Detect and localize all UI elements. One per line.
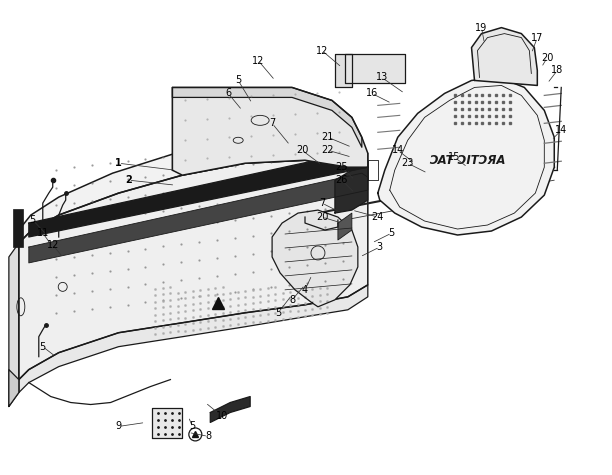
Text: 22: 22	[322, 145, 334, 155]
Text: 12: 12	[252, 56, 264, 66]
Text: 21: 21	[322, 133, 334, 142]
Polygon shape	[338, 213, 352, 240]
Text: 9: 9	[116, 421, 122, 431]
Text: 6: 6	[225, 88, 231, 98]
FancyBboxPatch shape	[13, 209, 23, 247]
Polygon shape	[9, 243, 19, 407]
Text: 5: 5	[389, 228, 395, 238]
Polygon shape	[152, 408, 182, 438]
Polygon shape	[471, 28, 537, 86]
Polygon shape	[335, 167, 368, 213]
Polygon shape	[378, 77, 554, 235]
Polygon shape	[29, 173, 368, 263]
Text: 23: 23	[401, 158, 414, 168]
Text: 7: 7	[269, 118, 275, 128]
Text: 5: 5	[29, 215, 36, 225]
Polygon shape	[9, 370, 19, 407]
Polygon shape	[29, 150, 368, 237]
Text: 8: 8	[289, 295, 295, 305]
Polygon shape	[211, 397, 250, 422]
Text: 8: 8	[205, 431, 211, 441]
Text: 1: 1	[115, 158, 122, 168]
Text: 18: 18	[551, 66, 564, 76]
Text: 2: 2	[125, 175, 132, 185]
Polygon shape	[173, 87, 362, 147]
Text: 19: 19	[476, 23, 488, 33]
Text: 5: 5	[275, 308, 281, 318]
Polygon shape	[19, 285, 368, 392]
Text: 5: 5	[40, 342, 46, 352]
Text: ƆAT ƆITƆЯA: ƆAT ƆITƆЯA	[429, 154, 506, 167]
Text: 13: 13	[376, 73, 388, 83]
Text: 12: 12	[47, 240, 59, 250]
Text: 12: 12	[316, 46, 328, 56]
Polygon shape	[335, 54, 352, 87]
Text: 25: 25	[335, 162, 348, 172]
Text: 5: 5	[235, 76, 241, 86]
Text: 16: 16	[366, 88, 378, 98]
Text: 4: 4	[302, 285, 308, 295]
Polygon shape	[173, 87, 368, 175]
Text: 10: 10	[216, 411, 228, 421]
Text: 3: 3	[377, 242, 383, 252]
Text: 11: 11	[37, 228, 49, 238]
Polygon shape	[345, 54, 405, 84]
Text: 5: 5	[189, 421, 195, 431]
Text: 14: 14	[392, 145, 404, 155]
Polygon shape	[19, 133, 368, 243]
Text: 7: 7	[319, 198, 325, 208]
Text: 17: 17	[531, 33, 543, 43]
Polygon shape	[272, 210, 358, 307]
Text: 24: 24	[371, 212, 384, 222]
Text: 20: 20	[316, 212, 328, 222]
Polygon shape	[19, 160, 368, 380]
Text: 26: 26	[336, 175, 348, 185]
Text: 15: 15	[449, 152, 461, 162]
Text: 14: 14	[555, 125, 567, 135]
Text: 20: 20	[541, 53, 553, 63]
Text: 20: 20	[296, 145, 308, 155]
